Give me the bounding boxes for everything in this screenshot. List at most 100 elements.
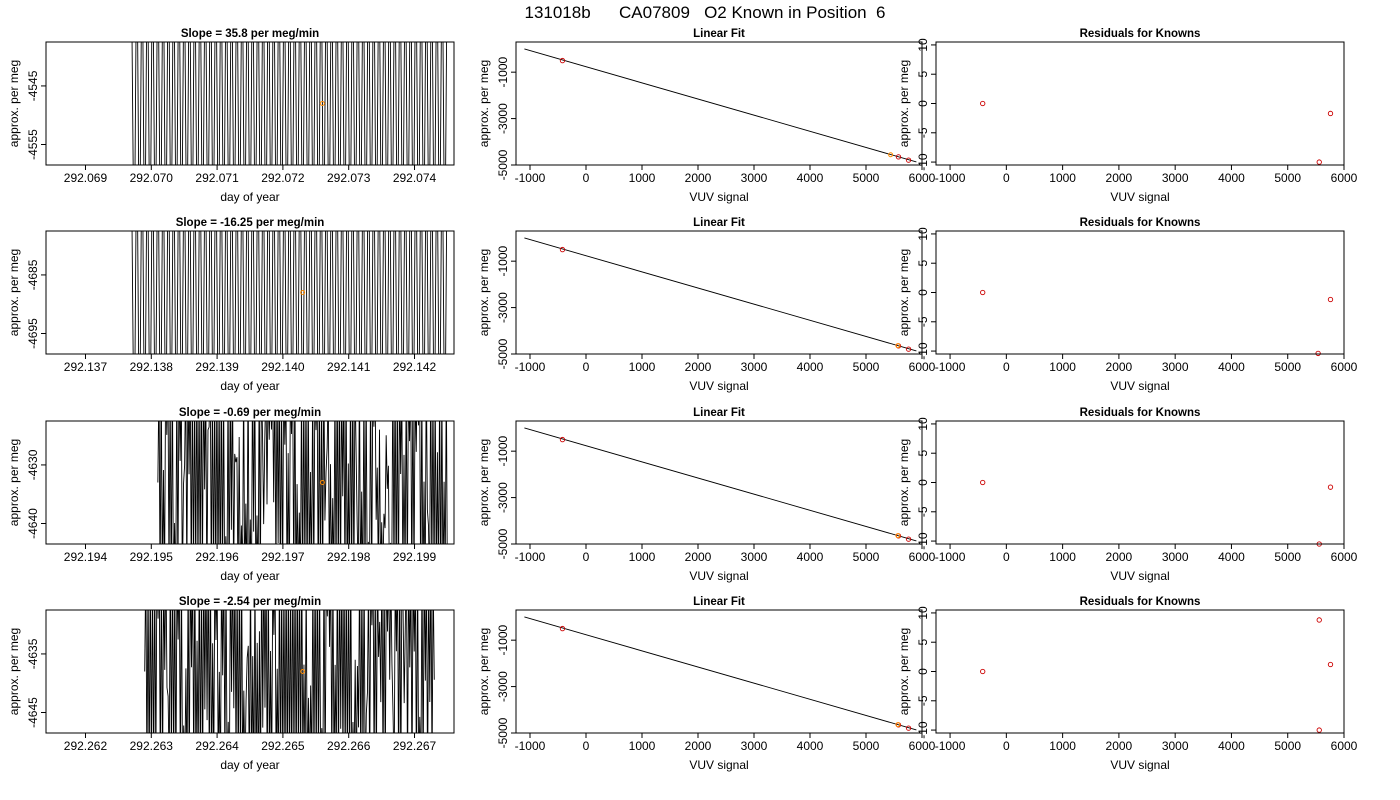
plot-area xyxy=(524,427,917,542)
x-tick-label: 292.267 xyxy=(393,739,437,753)
x-tick-label: 3000 xyxy=(741,739,768,753)
chart-title: Linear Fit xyxy=(693,28,745,40)
x-axis-label: VUV signal xyxy=(689,569,748,583)
y-axis-label: approx. per meg xyxy=(477,60,491,147)
y-tick-label: -5 xyxy=(916,506,930,517)
x-tick-label: 292.139 xyxy=(195,360,239,374)
x-tick-label: 6000 xyxy=(909,739,936,753)
x-tick-label: -1000 xyxy=(935,550,966,564)
y-tick-label: -5000 xyxy=(496,149,510,180)
y-tick-label: -4545 xyxy=(26,70,40,101)
x-tick-label: 0 xyxy=(1003,550,1010,564)
chart-panel-r2-c0: Slope = -0.69 per meg/min 292.194 292.195 2… xyxy=(7,407,455,583)
x-tick-label: 4000 xyxy=(1218,739,1245,753)
y-tick-label: 10 xyxy=(916,38,930,52)
highlight-point xyxy=(888,152,894,158)
fit-line xyxy=(524,616,917,731)
highlight-point xyxy=(895,722,901,728)
x-tick-label: 5000 xyxy=(853,171,880,185)
x-tick-label: 5000 xyxy=(853,360,880,374)
x-axis-label: day of year xyxy=(220,758,279,772)
x-tick-label: 1000 xyxy=(1049,550,1076,564)
plot-frame xyxy=(935,230,1345,355)
x-tick-label: 4000 xyxy=(797,550,824,564)
plot-frame xyxy=(45,420,455,545)
x-tick-label: 4000 xyxy=(1218,550,1245,564)
y-tick-label: -4645 xyxy=(26,697,40,728)
chart-title: Slope = -0.69 per meg/min xyxy=(179,407,321,419)
y-axis-label: approx. per meg xyxy=(897,60,911,147)
y-tick-label: -5000 xyxy=(496,338,510,369)
x-tick-label: 292.262 xyxy=(64,739,108,753)
x-tick-label: 292.196 xyxy=(195,550,239,564)
x-tick-label: 4000 xyxy=(1218,360,1245,374)
plot-frame xyxy=(515,230,923,355)
known-point xyxy=(980,100,986,107)
fit-line xyxy=(524,237,917,352)
known-point xyxy=(559,436,566,443)
x-tick-label: 292.265 xyxy=(261,739,305,753)
plot-area xyxy=(144,610,435,733)
plot-frame xyxy=(935,420,1345,545)
y-tick-label: 0 xyxy=(916,479,930,486)
y-tick-label: -3000 xyxy=(496,482,510,513)
y-tick-label: -3000 xyxy=(496,103,510,134)
chart-title: Residuals for Knowns xyxy=(1080,407,1201,419)
x-tick-label: 292.138 xyxy=(130,360,174,374)
chart-panel-r1-c2: Residuals for Knowns -1000 0 1000 2000 3000 40… xyxy=(897,217,1358,393)
known-point xyxy=(559,57,566,64)
y-tick-label: 0 xyxy=(916,668,930,675)
y-tick-label: -3000 xyxy=(496,292,510,323)
y-axis-label: approx. per meg xyxy=(477,249,491,336)
plot-frame xyxy=(45,41,455,166)
x-tick-label: 1000 xyxy=(1049,360,1076,374)
chart-panel-r0-c0: Slope = 35.8 per meg/min 292.069 292.070 29… xyxy=(7,28,455,204)
x-tick-label: 292.142 xyxy=(393,360,437,374)
x-tick-label: 5000 xyxy=(1274,550,1301,564)
y-tick-label: 5 xyxy=(916,639,930,646)
plot-frame xyxy=(45,230,455,355)
known-point xyxy=(1316,159,1322,165)
x-tick-label: 6000 xyxy=(1331,550,1358,564)
y-tick-label: -4635 xyxy=(26,638,40,669)
y-tick-label: -3000 xyxy=(496,671,510,702)
chart-title: Residuals for Knowns xyxy=(1080,596,1201,608)
y-tick-label: 10 xyxy=(916,417,930,431)
x-tick-label: 292.069 xyxy=(64,171,108,185)
known-point xyxy=(980,289,986,296)
y-tick-label: -4555 xyxy=(26,129,40,160)
y-axis-label: approx. per meg xyxy=(477,628,491,715)
highlight-point xyxy=(895,533,901,539)
y-tick-label: -1000 xyxy=(496,57,510,88)
x-tick-label: 292.199 xyxy=(393,550,437,564)
y-axis-label: approx. per meg xyxy=(477,439,491,526)
y-tick-label: 10 xyxy=(916,606,930,620)
known-point xyxy=(905,346,912,352)
y-axis-label: approx. per meg xyxy=(897,249,911,336)
chart-title: Slope = -2.54 per meg/min xyxy=(179,596,321,608)
x-tick-label: 0 xyxy=(1003,171,1010,185)
trace-line xyxy=(144,610,435,733)
plot-frame xyxy=(935,41,1345,166)
x-tick-label: 292.198 xyxy=(327,550,371,564)
x-tick-label: 0 xyxy=(583,739,590,753)
y-tick-label: -10 xyxy=(916,721,930,739)
x-tick-label: 3000 xyxy=(1162,550,1189,564)
y-tick-label: 10 xyxy=(916,227,930,241)
x-tick-label: 292.264 xyxy=(195,739,239,753)
known-point xyxy=(1316,617,1322,623)
x-tick-label: 6000 xyxy=(1331,739,1358,753)
chart-panel-r1-c0: Slope = -16.25 per meg/min 292.137 292.138… xyxy=(7,217,455,393)
x-axis-label: VUV signal xyxy=(689,190,748,204)
chart-title: Residuals for Knowns xyxy=(1080,217,1201,229)
plot-frame xyxy=(45,609,455,734)
x-axis-label: VUV signal xyxy=(689,758,748,772)
x-tick-label: 2000 xyxy=(685,360,712,374)
x-tick-label: 292.266 xyxy=(327,739,371,753)
x-tick-label: 5000 xyxy=(853,550,880,564)
x-axis-label: day of year xyxy=(220,379,279,393)
chart-panel-r2-c1: Linear Fit -1000 0 1000 2000 3000 4000 5000 6000… xyxy=(477,407,936,583)
plot-frame xyxy=(515,609,923,734)
plot-area xyxy=(524,48,917,163)
